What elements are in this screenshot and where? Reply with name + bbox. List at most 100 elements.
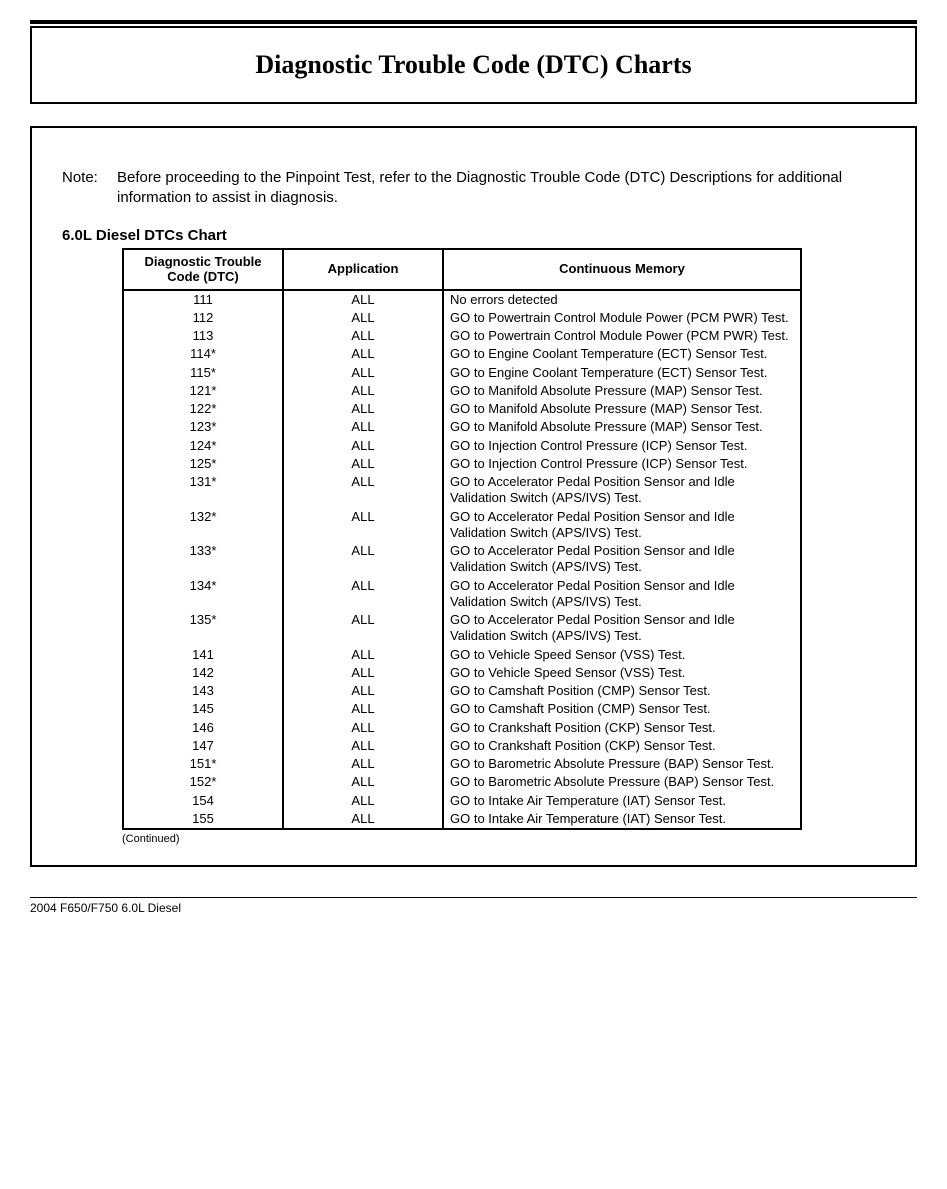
dtc-mem-cell: GO to Powertrain Control Module Power (P… [443, 327, 801, 345]
dtc-code-cell: 147 [123, 737, 283, 755]
dtc-mem-cell: GO to Manifold Absolute Pressure (MAP) S… [443, 400, 801, 418]
dtc-app-cell: ALL [283, 345, 443, 363]
note-label: Note: [62, 168, 117, 209]
table-row: 111ALLNo errors detected [123, 290, 801, 309]
dtc-mem-cell: GO to Engine Coolant Temperature (ECT) S… [443, 364, 801, 382]
dtc-mem-cell: GO to Accelerator Pedal Position Sensor … [443, 577, 801, 612]
dtc-mem-cell: GO to Vehicle Speed Sensor (VSS) Test. [443, 646, 801, 664]
dtc-code-cell: 141 [123, 646, 283, 664]
table-row: 131*ALLGO to Accelerator Pedal Position … [123, 473, 801, 508]
dtc-app-cell: ALL [283, 646, 443, 664]
dtc-mem-cell: GO to Engine Coolant Temperature (ECT) S… [443, 345, 801, 363]
dtc-code-cell: 133* [123, 542, 283, 577]
dtc-code-cell: 122* [123, 400, 283, 418]
table-row: 113ALLGO to Powertrain Control Module Po… [123, 327, 801, 345]
dtc-mem-cell: GO to Manifold Absolute Pressure (MAP) S… [443, 418, 801, 436]
dtc-app-cell: ALL [283, 309, 443, 327]
dtc-code-cell: 115* [123, 364, 283, 382]
dtc-mem-cell: GO to Accelerator Pedal Position Sensor … [443, 542, 801, 577]
table-header-row: Diagnostic Trouble Code (DTC) Applicatio… [123, 249, 801, 290]
table-row: 115*ALLGO to Engine Coolant Temperature … [123, 364, 801, 382]
dtc-mem-cell: No errors detected [443, 290, 801, 309]
dtc-code-cell: 121* [123, 382, 283, 400]
dtc-app-cell: ALL [283, 755, 443, 773]
page-title: Diagnostic Trouble Code (DTC) Charts [42, 50, 905, 80]
dtc-app-cell: ALL [283, 542, 443, 577]
dtc-mem-cell: GO to Accelerator Pedal Position Sensor … [443, 473, 801, 508]
table-row: 133*ALLGO to Accelerator Pedal Position … [123, 542, 801, 577]
dtc-mem-cell: GO to Powertrain Control Module Power (P… [443, 309, 801, 327]
table-row: 145ALLGO to Camshaft Position (CMP) Sens… [123, 700, 801, 718]
dtc-code-cell: 142 [123, 664, 283, 682]
content-box: Note: Before proceeding to the Pinpoint … [30, 126, 917, 867]
dtc-app-cell: ALL [283, 682, 443, 700]
dtc-table: Diagnostic Trouble Code (DTC) Applicatio… [122, 248, 802, 831]
dtc-mem-cell: GO to Camshaft Position (CMP) Sensor Tes… [443, 682, 801, 700]
table-row: 125*ALLGO to Injection Control Pressure … [123, 455, 801, 473]
dtc-app-cell: ALL [283, 437, 443, 455]
table-row: 152*ALLGO to Barometric Absolute Pressur… [123, 773, 801, 791]
dtc-mem-cell: GO to Intake Air Temperature (IAT) Senso… [443, 810, 801, 829]
dtc-mem-cell: GO to Injection Control Pressure (ICP) S… [443, 455, 801, 473]
dtc-code-cell: 124* [123, 437, 283, 455]
title-box: Diagnostic Trouble Code (DTC) Charts [30, 26, 917, 104]
table-row: 134*ALLGO to Accelerator Pedal Position … [123, 577, 801, 612]
dtc-code-cell: 135* [123, 611, 283, 646]
dtc-app-cell: ALL [283, 577, 443, 612]
table-row: 114*ALLGO to Engine Coolant Temperature … [123, 345, 801, 363]
dtc-code-cell: 125* [123, 455, 283, 473]
table-row: 112ALLGO to Powertrain Control Module Po… [123, 309, 801, 327]
note-text: Before proceeding to the Pinpoint Test, … [117, 168, 885, 209]
table-row: 147ALLGO to Crankshaft Position (CKP) Se… [123, 737, 801, 755]
dtc-mem-cell: GO to Barometric Absolute Pressure (BAP)… [443, 773, 801, 791]
dtc-app-cell: ALL [283, 455, 443, 473]
dtc-mem-cell: GO to Crankshaft Position (CKP) Sensor T… [443, 719, 801, 737]
chart-title: 6.0L Diesel DTCs Chart [62, 227, 885, 244]
footer-text: 2004 F650/F750 6.0L Diesel [30, 901, 181, 915]
table-row: 142ALLGO to Vehicle Speed Sensor (VSS) T… [123, 664, 801, 682]
dtc-code-cell: 111 [123, 290, 283, 309]
dtc-code-cell: 123* [123, 418, 283, 436]
dtc-app-cell: ALL [283, 418, 443, 436]
dtc-app-cell: ALL [283, 664, 443, 682]
dtc-app-cell: ALL [283, 400, 443, 418]
dtc-app-cell: ALL [283, 473, 443, 508]
table-row: 121*ALLGO to Manifold Absolute Pressure … [123, 382, 801, 400]
dtc-code-cell: 131* [123, 473, 283, 508]
table-row: 143ALLGO to Camshaft Position (CMP) Sens… [123, 682, 801, 700]
dtc-mem-cell: GO to Crankshaft Position (CKP) Sensor T… [443, 737, 801, 755]
dtc-mem-cell: GO to Barometric Absolute Pressure (BAP)… [443, 755, 801, 773]
dtc-app-cell: ALL [283, 382, 443, 400]
continued-label: (Continued) [122, 833, 885, 845]
table-row: 122*ALLGO to Manifold Absolute Pressure … [123, 400, 801, 418]
dtc-mem-cell: GO to Intake Air Temperature (IAT) Senso… [443, 792, 801, 810]
dtc-app-cell: ALL [283, 364, 443, 382]
dtc-mem-cell: GO to Vehicle Speed Sensor (VSS) Test. [443, 664, 801, 682]
table-row: 141ALLGO to Vehicle Speed Sensor (VSS) T… [123, 646, 801, 664]
table-row: 123*ALLGO to Manifold Absolute Pressure … [123, 418, 801, 436]
dtc-app-cell: ALL [283, 792, 443, 810]
dtc-mem-cell: GO to Manifold Absolute Pressure (MAP) S… [443, 382, 801, 400]
dtc-code-cell: 143 [123, 682, 283, 700]
dtc-app-cell: ALL [283, 737, 443, 755]
dtc-mem-cell: GO to Accelerator Pedal Position Sensor … [443, 611, 801, 646]
dtc-code-cell: 114* [123, 345, 283, 363]
table-row: 135*ALLGO to Accelerator Pedal Position … [123, 611, 801, 646]
dtc-mem-cell: GO to Injection Control Pressure (ICP) S… [443, 437, 801, 455]
table-row: 151*ALLGO to Barometric Absolute Pressur… [123, 755, 801, 773]
dtc-app-cell: ALL [283, 290, 443, 309]
note-row: Note: Before proceeding to the Pinpoint … [62, 168, 885, 209]
dtc-code-cell: 134* [123, 577, 283, 612]
dtc-code-cell: 146 [123, 719, 283, 737]
table-row: 154ALLGO to Intake Air Temperature (IAT)… [123, 792, 801, 810]
header-memory: Continuous Memory [443, 249, 801, 290]
dtc-mem-cell: GO to Accelerator Pedal Position Sensor … [443, 508, 801, 543]
top-rule [30, 20, 917, 24]
table-row: 155ALLGO to Intake Air Temperature (IAT)… [123, 810, 801, 829]
dtc-app-cell: ALL [283, 611, 443, 646]
dtc-mem-cell: GO to Camshaft Position (CMP) Sensor Tes… [443, 700, 801, 718]
header-dtc: Diagnostic Trouble Code (DTC) [123, 249, 283, 290]
dtc-app-cell: ALL [283, 810, 443, 829]
dtc-code-cell: 112 [123, 309, 283, 327]
dtc-app-cell: ALL [283, 327, 443, 345]
